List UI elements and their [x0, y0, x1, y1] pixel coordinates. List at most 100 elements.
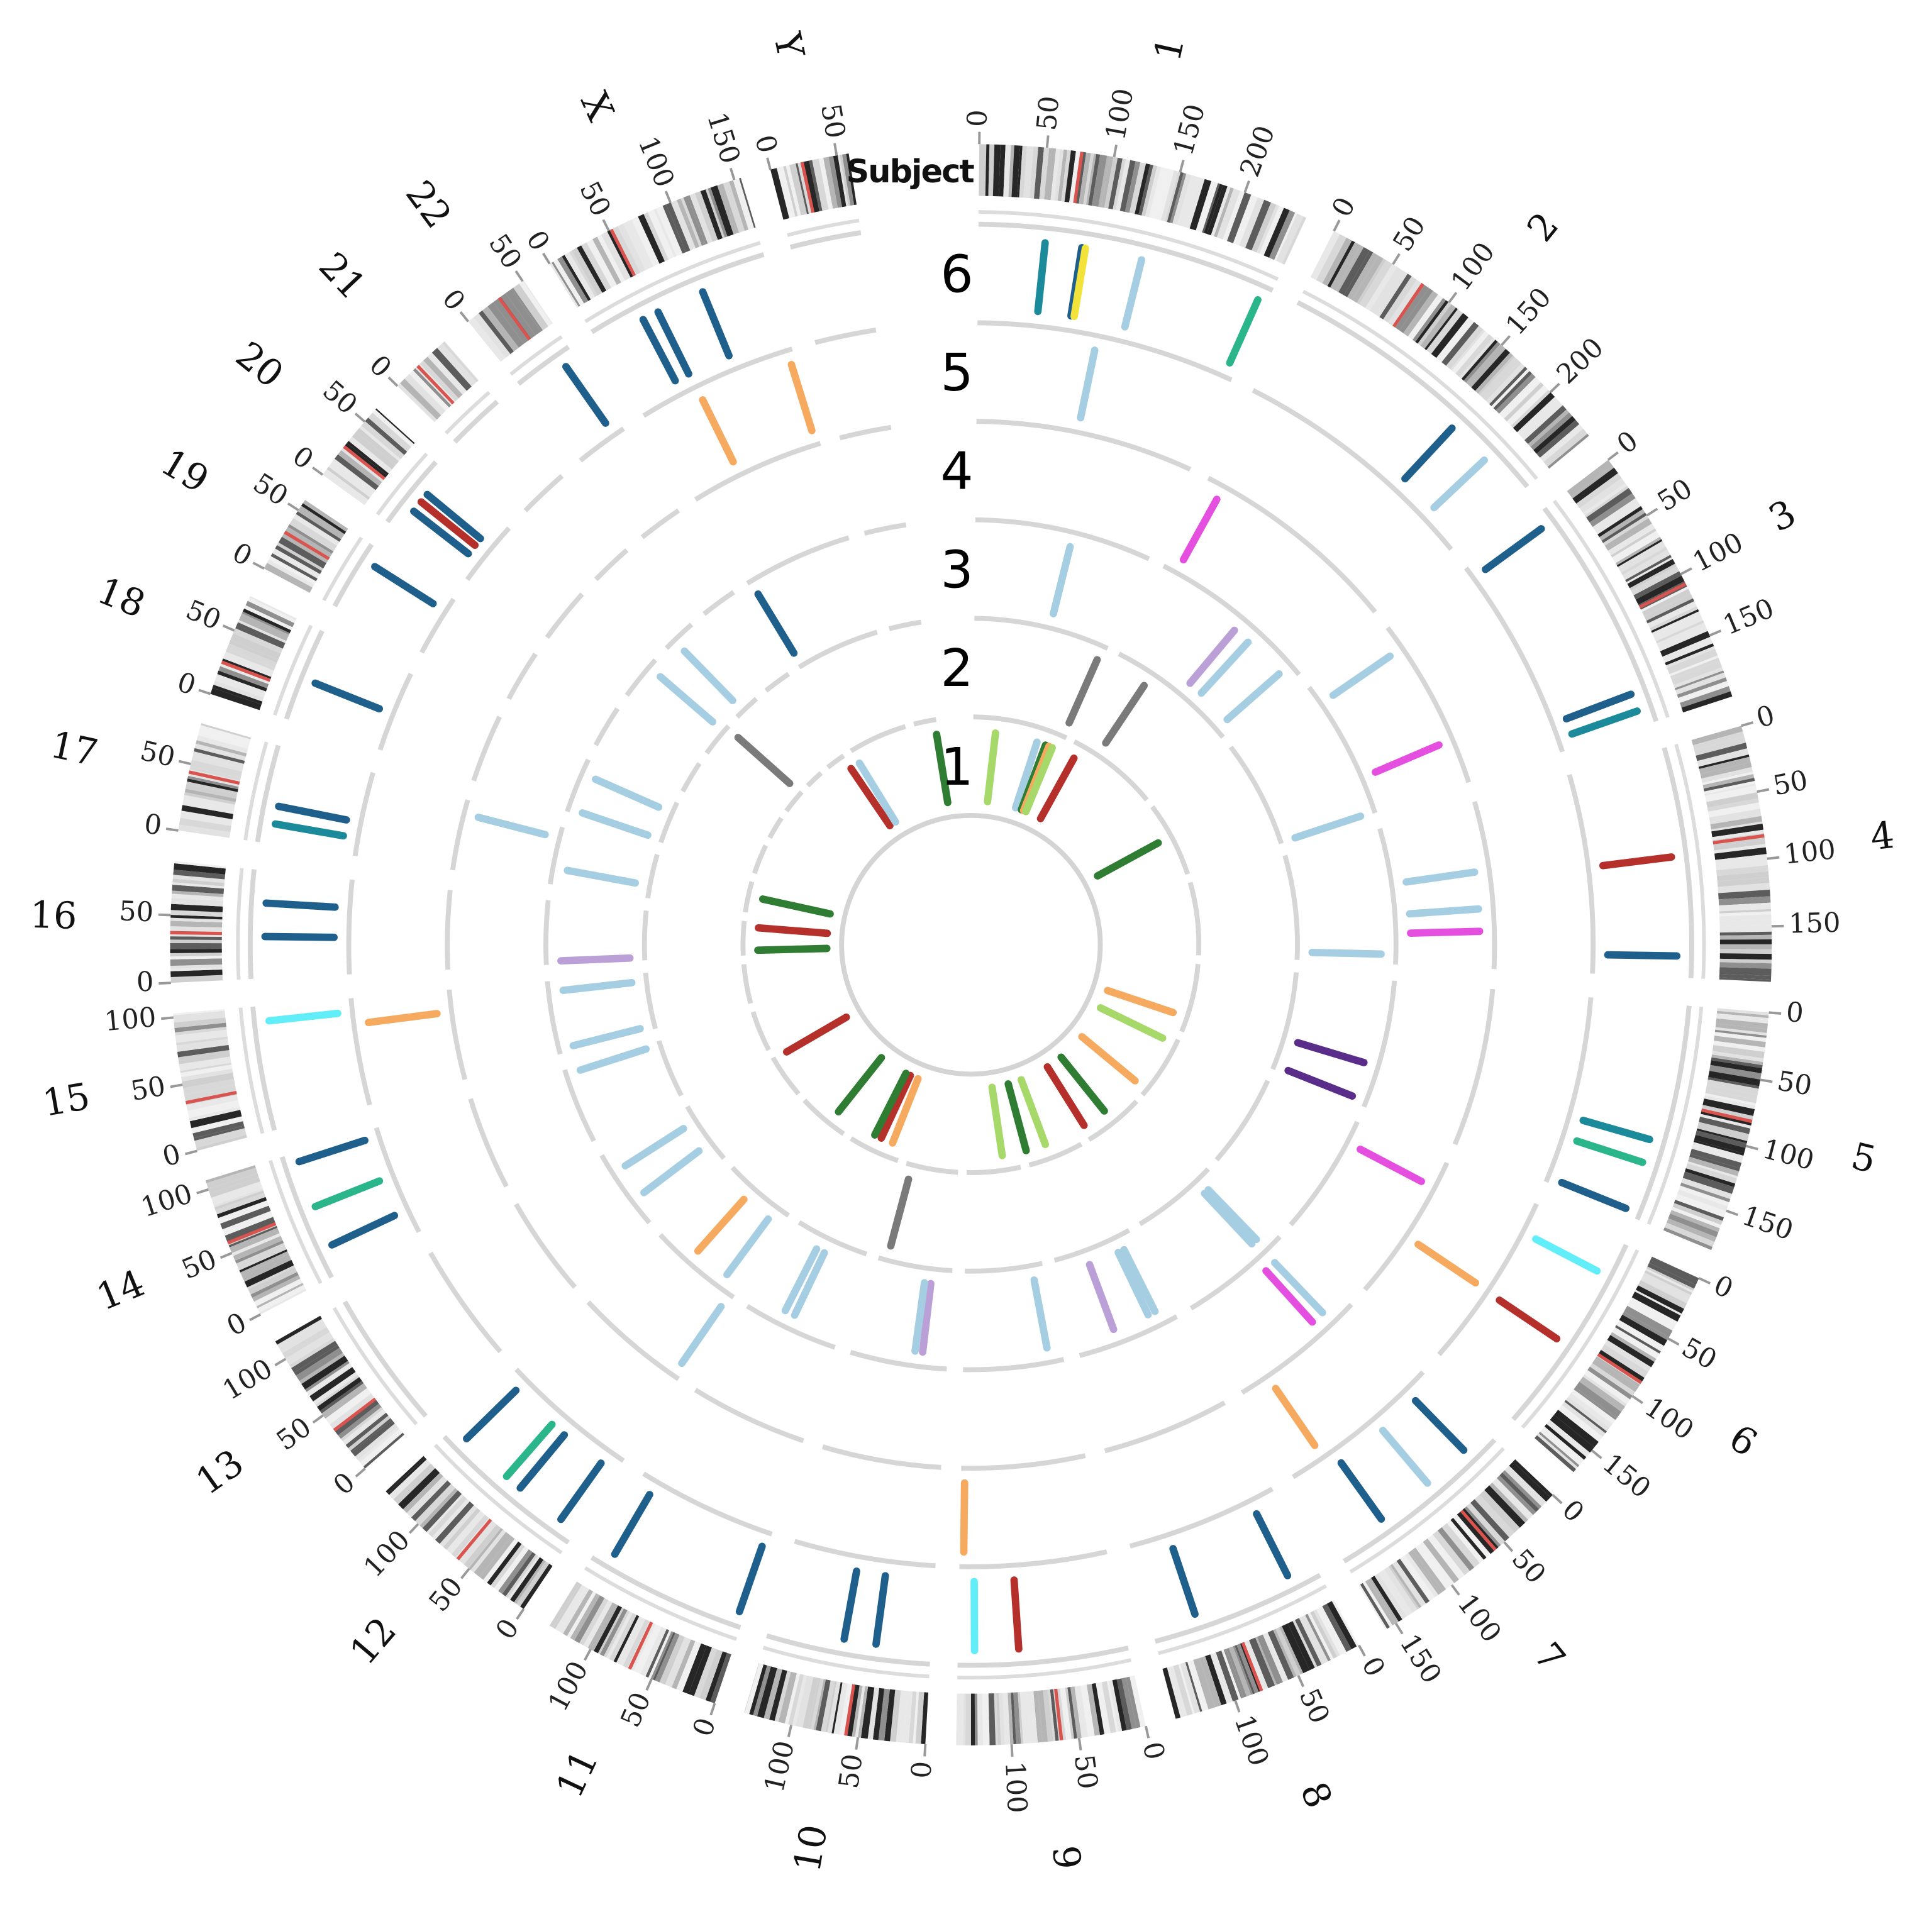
cytoband — [1562, 1402, 1606, 1437]
cytoband — [1466, 1503, 1505, 1545]
tick-mark — [178, 760, 191, 765]
mark-track5-chr1 — [1077, 346, 1099, 422]
cytoband — [1627, 1303, 1674, 1331]
cytoband — [170, 948, 222, 953]
cytoband — [1719, 949, 1772, 954]
cytoband — [1681, 691, 1733, 713]
cytoband — [1226, 192, 1252, 243]
tick-mark — [170, 1083, 183, 1088]
track-boundary — [764, 672, 791, 693]
cytoband — [1706, 792, 1758, 808]
track-boundary — [468, 1098, 509, 1188]
cytoband — [1699, 756, 1751, 775]
cytoband — [601, 231, 631, 281]
cytoband — [1112, 1679, 1127, 1732]
cytoband — [1461, 1508, 1499, 1551]
cytoband — [468, 317, 506, 362]
cytoband — [181, 805, 234, 820]
cytoband — [523, 280, 553, 324]
track-boundary — [514, 1368, 625, 1463]
cytoband — [192, 751, 245, 768]
cytoband — [700, 189, 723, 240]
cytoband — [242, 608, 291, 633]
mark-track6-chr9 — [1010, 1576, 1023, 1653]
cytoband — [638, 214, 665, 264]
mark-track1-chr1 — [1022, 744, 1056, 815]
inner-circle — [839, 812, 1103, 1077]
ideogram-base — [1646, 1007, 1704, 1225]
cytoband — [222, 658, 272, 679]
mark-track1-chr8 — [1018, 1076, 1050, 1149]
cytoband — [326, 467, 370, 500]
mark-track3-chrX — [754, 590, 798, 657]
cytoband — [1263, 207, 1290, 258]
mark-track6-chr11 — [611, 1491, 653, 1558]
track-grid — [236, 210, 1706, 1680]
cytoband — [1255, 1637, 1277, 1686]
cytoband — [1221, 1649, 1241, 1700]
cytoband — [1540, 1429, 1582, 1466]
cytoband — [1671, 1207, 1721, 1229]
cytoband — [1108, 157, 1123, 210]
tick-label: 100 — [218, 1353, 278, 1407]
cytoband — [913, 1691, 919, 1744]
cytoband — [574, 1595, 605, 1644]
mark-track5-chrX — [787, 361, 816, 434]
cytoband — [1282, 216, 1307, 265]
cytoband — [1307, 1612, 1334, 1661]
cytoband — [998, 145, 1006, 197]
mark-track3-chr17 — [564, 866, 640, 887]
tick-label: 50 — [1770, 765, 1810, 802]
cytoband — [482, 306, 519, 351]
cytoband — [1138, 164, 1153, 216]
cytoband — [1299, 1615, 1328, 1665]
cytoband — [1050, 148, 1060, 201]
cytoband — [194, 1125, 245, 1141]
cytoband — [1409, 1549, 1443, 1594]
cytoband — [1484, 1485, 1526, 1528]
cytoband — [1443, 1523, 1480, 1566]
cytoband — [1489, 367, 1528, 406]
cytoband — [1653, 615, 1703, 641]
cytoband — [1546, 1420, 1591, 1457]
tick-mark — [165, 827, 179, 832]
cytoband — [1310, 1610, 1338, 1659]
cytoband — [1713, 1041, 1765, 1052]
tick-label: 150 — [1719, 592, 1779, 641]
mark-track1-chr1 — [984, 729, 999, 805]
cytoband — [1536, 419, 1580, 458]
cytoband — [592, 236, 621, 285]
cytoband — [1607, 523, 1655, 556]
cytoband — [1499, 1473, 1540, 1512]
cytoband — [1474, 1495, 1515, 1538]
cytoband — [1287, 1621, 1315, 1671]
track-boundary — [888, 619, 922, 631]
ideogram-base — [273, 624, 313, 716]
track-label-1: 1 — [940, 738, 973, 797]
cytoband — [1680, 686, 1731, 708]
track-boundary — [740, 921, 747, 956]
track-boundary — [445, 890, 453, 970]
cytoband — [1717, 1008, 1769, 1015]
ideogram-base — [238, 1007, 265, 1134]
cytoband — [611, 226, 641, 276]
track-boundary — [442, 1435, 570, 1545]
cytoband — [469, 1528, 503, 1570]
cytoband — [1714, 847, 1767, 860]
ideogram-base — [957, 1658, 1132, 1680]
cytoband — [1148, 167, 1168, 219]
cytoband — [680, 197, 702, 247]
track-boundary — [594, 548, 629, 582]
cytoband — [493, 299, 529, 344]
mark-track3-chr5 — [1294, 1039, 1368, 1066]
cytoband — [256, 1283, 304, 1308]
mark-track3-chr9 — [1030, 1276, 1051, 1352]
cytoband — [908, 1691, 917, 1744]
track-boundary — [658, 801, 680, 844]
cytoband — [1707, 802, 1760, 818]
cytoband — [855, 1686, 865, 1738]
cytoband — [1508, 387, 1548, 426]
cytoband — [1574, 1387, 1618, 1420]
tick-label: 200 — [1551, 332, 1610, 390]
cytoband — [1116, 159, 1131, 211]
